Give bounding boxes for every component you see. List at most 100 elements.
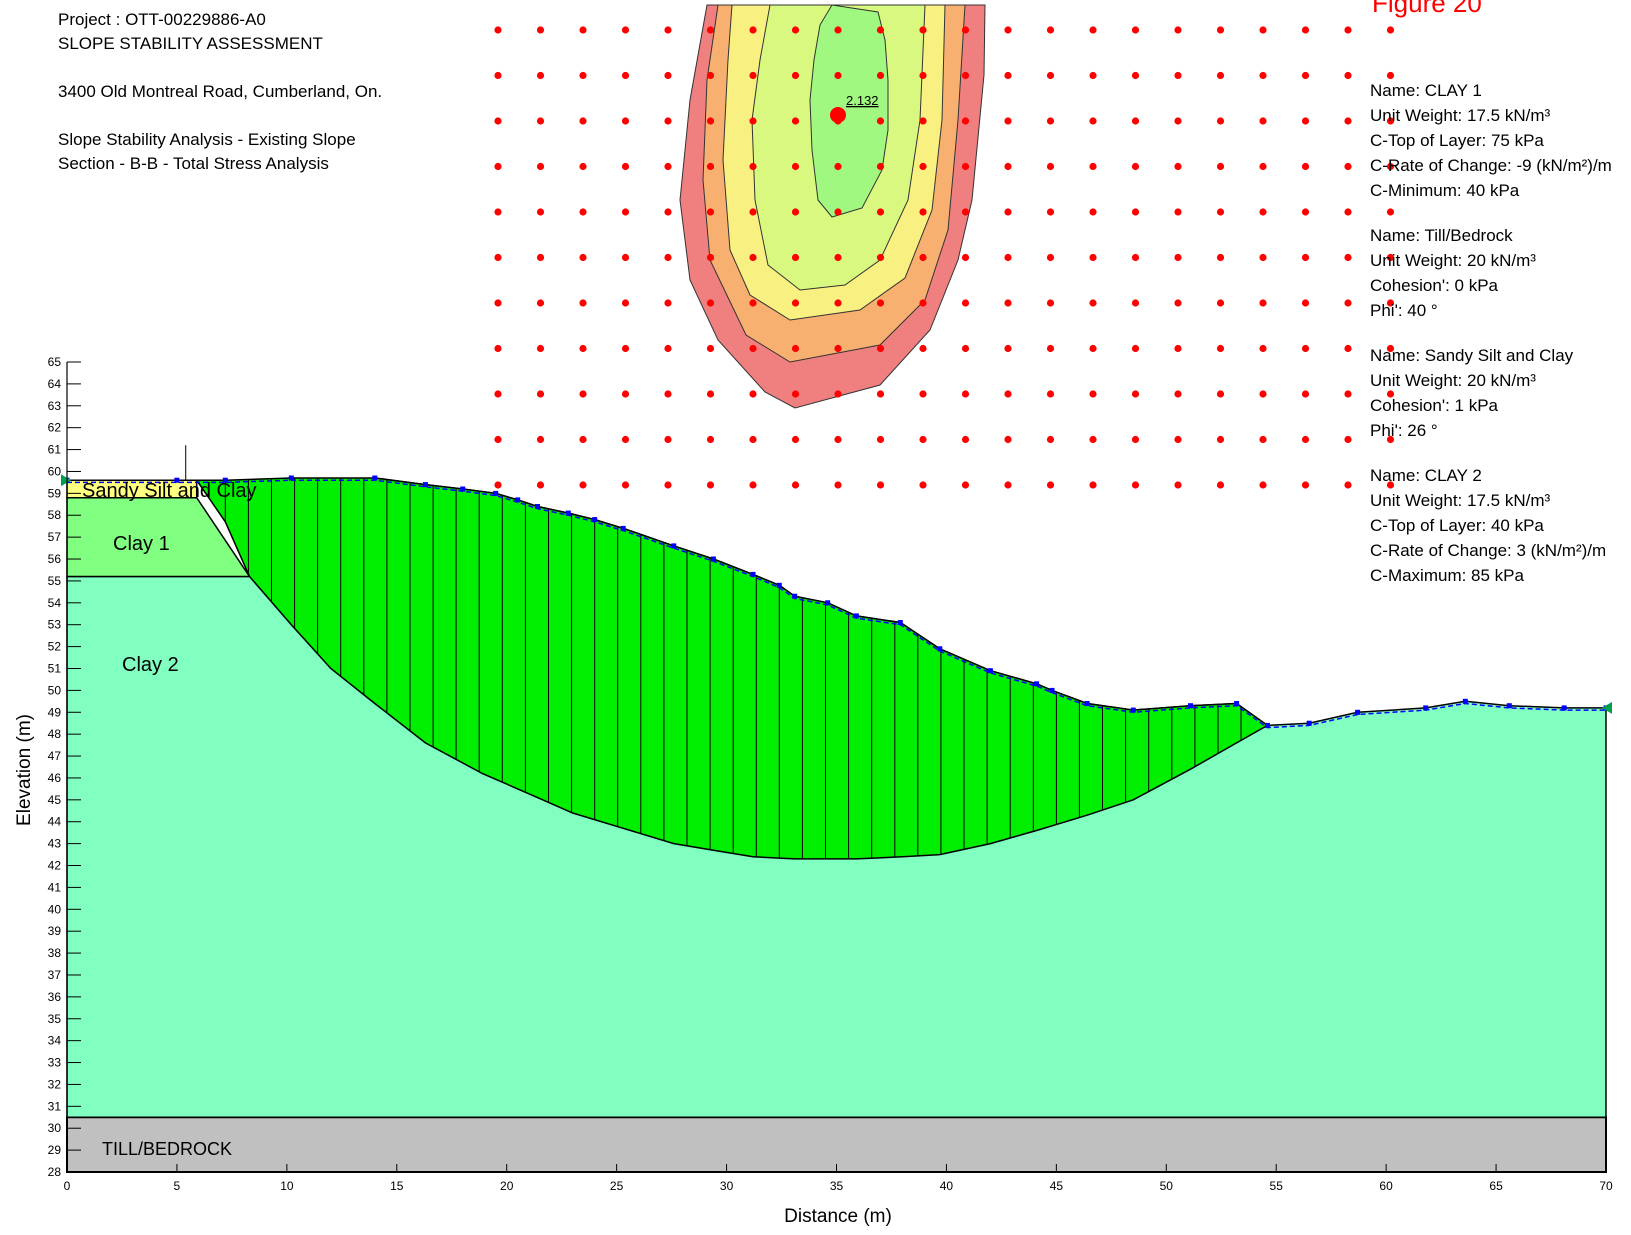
grid-dot xyxy=(1386,299,1395,307)
grid-dot xyxy=(536,481,545,489)
grid-dot xyxy=(494,481,502,489)
grid-dot xyxy=(1386,344,1395,353)
grid-dot xyxy=(961,344,970,353)
grid-dot xyxy=(1131,435,1140,444)
surface-point xyxy=(1188,703,1193,709)
material-property: Cohesion': 1 kPa xyxy=(1370,396,1498,415)
grid-dot xyxy=(961,26,970,34)
grid-dot xyxy=(579,26,587,34)
grid-dot xyxy=(1046,299,1055,307)
grid-dot xyxy=(579,299,587,307)
figure-title: Figure 20 xyxy=(1372,0,1482,18)
y-tick-label: 43 xyxy=(48,837,62,851)
grid-dot xyxy=(1174,481,1182,489)
grid-dot xyxy=(621,344,630,353)
grid-dot xyxy=(1046,344,1055,353)
y-tick-label: 60 xyxy=(48,465,62,479)
material-block: Name: Till/Bedrock Unit Weight: 20 kN/m³ C… xyxy=(1370,223,1612,323)
grid-dot xyxy=(664,26,672,34)
grid-dot xyxy=(749,390,757,398)
grid-dot xyxy=(621,117,630,125)
y-tick-label: 39 xyxy=(48,924,62,938)
grid-dot xyxy=(961,253,970,262)
surface-point xyxy=(565,510,571,516)
y-tick-label: 41 xyxy=(48,880,62,894)
grid-dot xyxy=(1216,26,1225,34)
grid-dot xyxy=(1386,208,1395,216)
y-tick-label: 33 xyxy=(48,1056,62,1070)
material-property: C-Top of Layer: 40 kPa xyxy=(1370,516,1544,535)
grid-dot xyxy=(919,208,927,216)
y-tick-label: 32 xyxy=(48,1077,62,1091)
grid-dot xyxy=(749,435,757,444)
x-tick-label: 45 xyxy=(1050,1179,1064,1193)
y-tick-label: 52 xyxy=(48,640,62,654)
x-tick-label: 65 xyxy=(1489,1179,1503,1193)
grid-dot xyxy=(876,162,885,171)
project-number: Project : OTT-00229886-A0 xyxy=(58,10,266,29)
grid-dot xyxy=(961,71,970,80)
grid-dot xyxy=(791,344,800,353)
grid-dot xyxy=(536,71,545,80)
grid-dot xyxy=(1259,208,1267,216)
surface-point xyxy=(897,620,903,625)
grid-dot xyxy=(536,117,545,125)
grid-dot xyxy=(1344,344,1352,353)
grid-dot xyxy=(876,435,885,444)
x-tick-label: 25 xyxy=(610,1179,624,1193)
grid-dot xyxy=(1259,71,1267,80)
grid-dot xyxy=(1174,435,1182,444)
grid-dot xyxy=(749,162,757,171)
surface-point xyxy=(515,497,521,503)
grid-dot xyxy=(1301,208,1310,216)
grid-dot xyxy=(919,344,927,353)
material-property: C-Top of Layer: 75 kPa xyxy=(1370,131,1544,150)
grid-dot xyxy=(1089,344,1097,353)
grid-dot xyxy=(1344,435,1352,444)
grid-dot xyxy=(706,117,715,125)
surface-point xyxy=(372,475,378,481)
surface-point xyxy=(1561,705,1567,711)
grid-dot xyxy=(494,26,502,34)
grid-dot xyxy=(621,26,630,34)
surface-point xyxy=(937,646,943,652)
grid-dot xyxy=(919,71,927,80)
grid-dot xyxy=(749,253,757,262)
material-block: Name: CLAY 1 Unit Weight: 17.5 kN/m³ C-Top… xyxy=(1370,78,1612,203)
grid-dot xyxy=(579,162,587,171)
grid-dot xyxy=(1131,344,1140,353)
grid-dot xyxy=(1046,253,1055,262)
grid-dot xyxy=(791,71,800,80)
grid-dot xyxy=(791,208,800,216)
grid-dot xyxy=(1004,390,1012,398)
y-tick-label: 55 xyxy=(48,574,62,588)
grid-dot xyxy=(1004,26,1012,34)
grid-dot xyxy=(1089,208,1097,216)
grid-dot xyxy=(494,390,502,398)
grid-dot xyxy=(1301,117,1310,125)
grid-dot xyxy=(876,481,885,489)
right-boundary-marker xyxy=(1602,701,1612,714)
surface-point xyxy=(825,600,831,606)
grid-dot xyxy=(1216,481,1225,489)
grid-dot xyxy=(664,162,672,171)
material-property: Unit Weight: 20 kN/m³ xyxy=(1370,371,1536,390)
grid-dot xyxy=(1004,117,1012,125)
material-property: Phi': 40 ° xyxy=(1370,301,1438,320)
grid-dot xyxy=(1344,71,1352,80)
material-name: Name: Sandy Silt and Clay xyxy=(1370,346,1574,365)
grid-dot xyxy=(706,26,715,34)
grid-dot xyxy=(1344,26,1352,34)
grid-dot xyxy=(1089,162,1097,171)
grid-dot xyxy=(664,117,672,125)
surface-point xyxy=(222,477,228,483)
grid-dot xyxy=(834,26,842,34)
grid-dot xyxy=(876,208,885,216)
grid-dot xyxy=(749,481,757,489)
grid-dot xyxy=(706,299,715,307)
grid-dot xyxy=(749,117,757,125)
material-property: Phi': 26 ° xyxy=(1370,421,1438,440)
y-tick-label: 51 xyxy=(48,662,62,676)
grid-dot xyxy=(621,390,630,398)
